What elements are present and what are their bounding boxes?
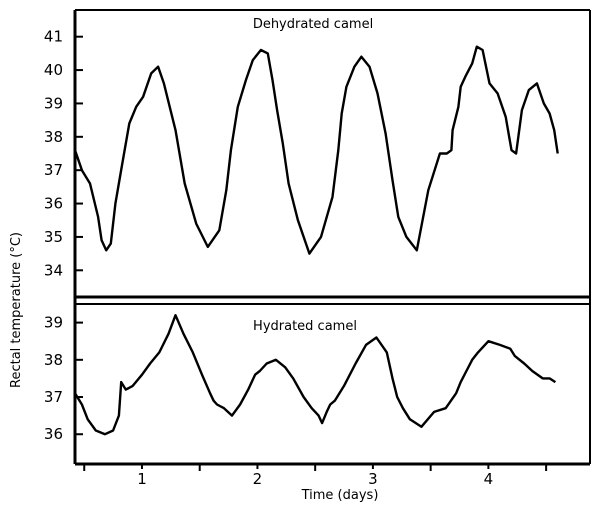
x-tick-label-1: 1 xyxy=(137,470,147,488)
top-y-tick-label-35: 35 xyxy=(44,228,63,246)
top-y-tick-label-36: 36 xyxy=(44,195,63,213)
top-y-tick-label-37: 37 xyxy=(44,161,63,179)
dehydrated-camel-series-line xyxy=(73,45,559,255)
bottom-y-tick-label-37: 37 xyxy=(44,388,63,406)
top-y-tick-label-40: 40 xyxy=(44,61,63,79)
top-panel-title: Dehydrated camel xyxy=(253,17,373,32)
bottom-y-tick-label-38: 38 xyxy=(44,351,63,369)
top-y-tick-label-34: 34 xyxy=(44,261,63,279)
top-y-tick-label-41: 41 xyxy=(44,28,63,46)
x-tick-label-3: 3 xyxy=(368,470,378,488)
x-axis-ticks: 1 2 3 4 xyxy=(83,464,548,488)
bottom-panel-title: Hydrated camel xyxy=(253,319,357,334)
x-tick-label-4: 4 xyxy=(484,470,494,488)
hydrated-camel-series-line xyxy=(73,314,557,436)
bottom-y-tick-label-39: 39 xyxy=(44,314,63,332)
y-axis-label: Rectal temperature (°C) xyxy=(9,232,24,388)
top-y-tick-label-39: 39 xyxy=(44,94,63,112)
bottom-panel-y-ticks: 36 37 38 39 xyxy=(44,314,83,443)
bottom-y-tick-label-36: 36 xyxy=(44,425,63,443)
top-panel-y-ticks: 34 35 36 37 38 39 40 41 xyxy=(44,28,83,279)
top-y-tick-label-38: 38 xyxy=(44,128,63,146)
x-axis-label: Time (days) xyxy=(301,488,379,503)
x-tick-label-2: 2 xyxy=(253,470,263,488)
